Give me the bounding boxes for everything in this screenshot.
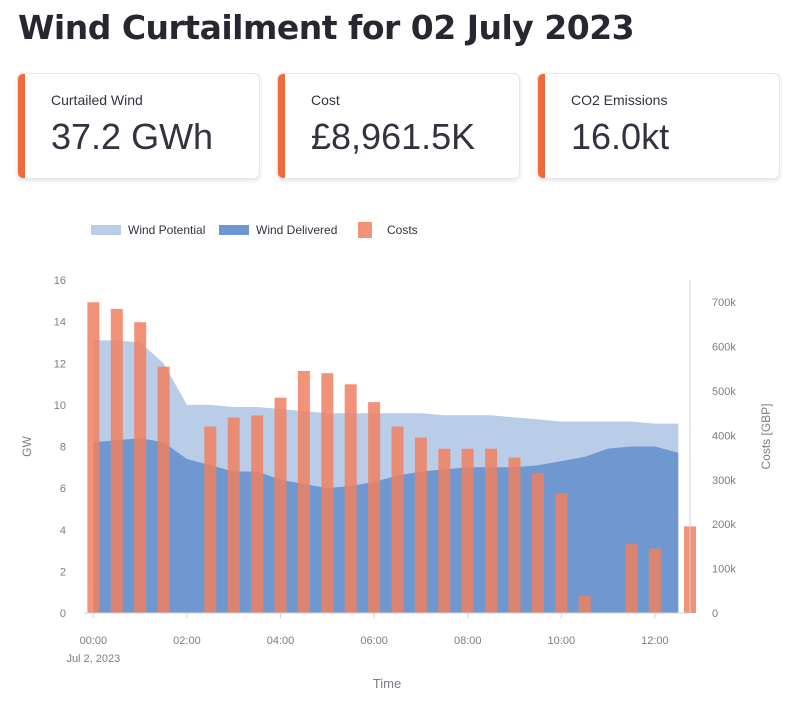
- y-left-tick-label: 0: [60, 608, 66, 620]
- cost-bar: [391, 426, 404, 613]
- cost-bar: [321, 373, 334, 613]
- card-accent-bar: [278, 74, 285, 178]
- x-axis-title: Time: [373, 676, 401, 691]
- y-left-tick-label: 10: [54, 400, 66, 412]
- cost-bar: [297, 371, 310, 613]
- metric-card-curtailed-wind: Curtailed Wind 37.2 GWh: [17, 73, 260, 179]
- y-right-tick-label: 300k: [712, 475, 736, 487]
- x-tick-label: 04:00: [267, 635, 295, 647]
- cost-bar: [251, 415, 264, 613]
- cost-bar: [157, 366, 170, 613]
- cost-bar: [274, 397, 287, 613]
- cost-bar: [648, 548, 661, 613]
- card-accent-bar: [538, 74, 545, 178]
- cost-bar: [134, 322, 147, 613]
- y-left-tick-label: 4: [60, 525, 66, 537]
- y-right-tick-label: 700k: [712, 297, 736, 309]
- card-accent-bar: [18, 74, 25, 178]
- y-right-axis-title: Costs [GBP]: [759, 403, 773, 469]
- cost-bar: [87, 302, 100, 613]
- x-tick-label: 02:00: [173, 635, 201, 647]
- metric-cards: Curtailed Wind 37.2 GWh Cost £8,961.5K C…: [17, 73, 780, 179]
- y-right-tick-label: 0: [712, 608, 718, 620]
- x-date-sublabel: Jul 2, 2023: [66, 653, 120, 665]
- y-left-tick-label: 8: [60, 442, 66, 454]
- metric-value: 37.2 GWh: [51, 116, 214, 157]
- y-left-tick-label: 14: [54, 317, 66, 329]
- x-tick-label: 00:00: [80, 635, 108, 647]
- x-tick-label: 06:00: [360, 635, 388, 647]
- cost-bar: [485, 448, 498, 613]
- metric-label: CO2 Emissions: [571, 92, 668, 108]
- legend-label-wind-potential: Wind Potential: [128, 223, 205, 237]
- y-right-tick-label: 100k: [712, 564, 736, 576]
- cost-bar: [344, 384, 357, 613]
- wind-curtailment-chart[interactable]: 0 2 4 6 8 10 12 14 16 0 100k 200k 300k 400k 500k 600k 70…: [0, 205, 800, 705]
- y-left-axis-title: GW: [20, 436, 34, 457]
- legend-swatch-wind-delivered: [219, 225, 249, 235]
- y-left-tick-label: 12: [54, 358, 66, 370]
- legend-label-costs: Costs: [387, 223, 418, 237]
- cost-bar: [438, 448, 451, 613]
- cost-bar: [578, 596, 591, 613]
- metric-value: £8,961.5K: [311, 116, 476, 157]
- cost-bar: [461, 448, 474, 613]
- cost-bar: [414, 437, 427, 613]
- x-tick-label: 10:00: [548, 635, 576, 647]
- y-left-tick-label: 2: [60, 566, 66, 578]
- metric-card-co2-emissions: CO2 Emissions 16.0kt: [537, 73, 780, 179]
- y-left-tick-label: 16: [54, 275, 66, 287]
- cost-bar: [625, 544, 638, 613]
- cost-bar: [227, 417, 240, 613]
- cost-bar: [204, 426, 217, 613]
- y-right-tick-label: 500k: [712, 386, 736, 398]
- metric-label: Curtailed Wind: [51, 92, 143, 108]
- legend-label-wind-delivered: Wind Delivered: [256, 223, 337, 237]
- metric-value: 16.0kt: [571, 116, 670, 157]
- legend-swatch-wind-potential: [91, 225, 121, 235]
- x-tick-label: 08:00: [454, 635, 482, 647]
- cost-bar: [508, 457, 521, 613]
- y-left-tick-label: 6: [60, 483, 66, 495]
- y-right-tick-label: 600k: [712, 342, 736, 354]
- metric-card-cost: Cost £8,961.5K: [277, 73, 520, 179]
- x-tick-label: 12:00: [641, 635, 669, 647]
- cost-bar: [531, 473, 544, 613]
- y-right-tick-label: 200k: [712, 519, 736, 531]
- cost-bar: [555, 493, 568, 613]
- page-title: Wind Curtailment for 02 July 2023: [18, 8, 635, 47]
- cost-bar: [110, 308, 123, 613]
- cost-bar: [368, 402, 381, 613]
- metric-label: Cost: [311, 92, 340, 108]
- legend-swatch-costs: [358, 222, 372, 238]
- y-right-tick-label: 400k: [712, 430, 736, 442]
